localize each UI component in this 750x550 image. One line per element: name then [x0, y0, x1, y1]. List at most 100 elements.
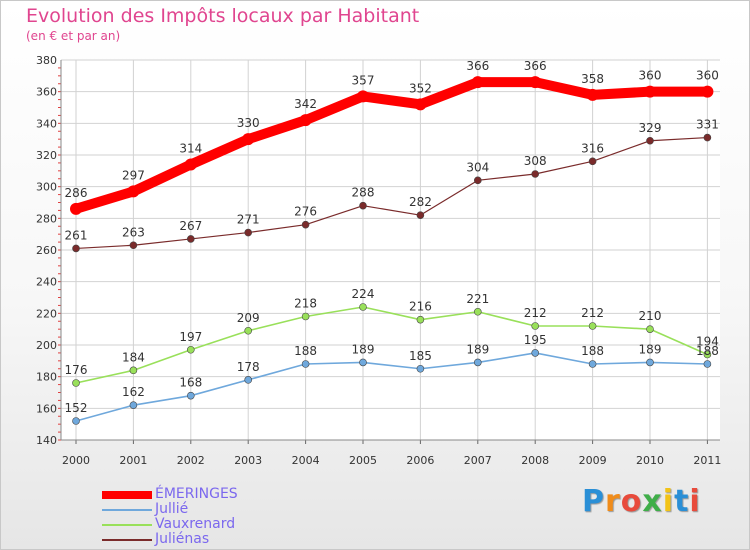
data-point [644, 85, 656, 98]
data-label: 358 [581, 72, 604, 86]
x-tick-label: 2002 [177, 454, 205, 467]
data-label: 221 [466, 292, 489, 306]
y-tick-label: 300 [36, 181, 57, 194]
data-label: 224 [352, 287, 375, 301]
data-point [529, 76, 542, 89]
x-tick-label: 2010 [636, 454, 664, 467]
data-label: 188 [696, 344, 719, 358]
logo-letter: x [642, 484, 663, 519]
y-tick-label: 260 [36, 244, 57, 257]
y-tick-label: 140 [36, 434, 57, 447]
data-point [244, 228, 252, 237]
data-point [416, 364, 425, 373]
x-tick-label: 2011 [693, 454, 721, 467]
data-point [414, 98, 427, 111]
data-label: 189 [466, 342, 489, 356]
data-label: 184 [122, 350, 145, 364]
legend-swatch [102, 524, 152, 526]
data-label: 331 [696, 118, 719, 132]
data-point [301, 220, 310, 229]
data-label: 189 [352, 342, 375, 356]
data-point [703, 133, 712, 142]
legend-swatch [102, 491, 152, 499]
x-tick-label: 2005 [349, 454, 377, 467]
data-point [244, 326, 252, 335]
data-point [299, 114, 312, 127]
data-point [72, 379, 80, 387]
y-tick-label: 200 [36, 339, 57, 352]
logo-letter: t [674, 484, 690, 519]
data-label: 282 [409, 195, 432, 209]
data-label: 212 [581, 306, 604, 320]
y-tick-label: 280 [36, 212, 57, 225]
data-point [357, 90, 369, 103]
legend-label: Jullié [155, 501, 189, 517]
data-label: 162 [122, 385, 145, 399]
data-point [129, 241, 138, 250]
data-point [531, 170, 540, 178]
data-point [359, 303, 367, 311]
logo-letter: o [620, 484, 643, 519]
data-label: 308 [524, 154, 547, 168]
data-point [531, 349, 540, 357]
data-label: 366 [466, 59, 489, 73]
data-point [416, 315, 425, 324]
data-label: 360 [696, 69, 719, 83]
series-line-2 [75, 306, 709, 384]
data-point [301, 360, 310, 368]
logo-letter: P [582, 484, 605, 519]
data-label: 261 [65, 228, 88, 242]
y-tick-label: 180 [36, 371, 57, 384]
data-point [473, 358, 482, 367]
data-label: 297 [122, 168, 145, 182]
data-label: 195 [524, 333, 547, 347]
data-label: 271 [237, 213, 260, 227]
x-tick-label: 2008 [521, 454, 549, 467]
y-tick-label: 240 [36, 276, 57, 289]
data-point [646, 325, 654, 333]
data-point [588, 322, 597, 330]
data-point [588, 360, 597, 368]
y-tick-label: 340 [36, 117, 57, 130]
data-label: 212 [524, 306, 547, 320]
data-point [244, 376, 252, 384]
data-point [471, 76, 484, 89]
y-tick-label: 320 [36, 149, 57, 162]
data-point [701, 85, 714, 98]
data-point [72, 244, 80, 253]
data-point [646, 136, 654, 145]
x-tick-label: 2000 [62, 454, 90, 467]
data-point [187, 235, 195, 243]
y-tick-label: 360 [36, 86, 57, 99]
data-label: 276 [294, 205, 317, 219]
data-label: 218 [294, 297, 317, 311]
logo-letter: i [662, 484, 675, 519]
y-tick-label: 220 [36, 307, 57, 320]
data-point [242, 133, 255, 146]
data-label: 168 [179, 376, 202, 390]
data-label: 316 [581, 141, 604, 155]
data-point [70, 202, 82, 215]
data-label: 178 [237, 360, 260, 374]
data-label: 209 [237, 311, 260, 325]
data-point [703, 360, 712, 368]
data-label: 267 [179, 219, 202, 233]
data-point [586, 88, 599, 101]
data-point [359, 358, 367, 367]
data-point [531, 322, 540, 330]
legend-label: ÉMERINGES [155, 486, 238, 502]
data-point [129, 366, 138, 375]
data-point [359, 201, 367, 210]
series-line-3 [75, 136, 709, 250]
y-tick-label: 160 [36, 402, 57, 415]
data-label: 197 [179, 330, 202, 344]
data-label: 176 [65, 363, 88, 377]
legend-swatch [102, 539, 152, 541]
data-point [187, 345, 195, 354]
data-label: 210 [639, 309, 662, 323]
data-label: 357 [352, 73, 375, 87]
data-label: 366 [524, 59, 547, 73]
data-point [72, 417, 80, 425]
data-label: 188 [294, 344, 317, 358]
